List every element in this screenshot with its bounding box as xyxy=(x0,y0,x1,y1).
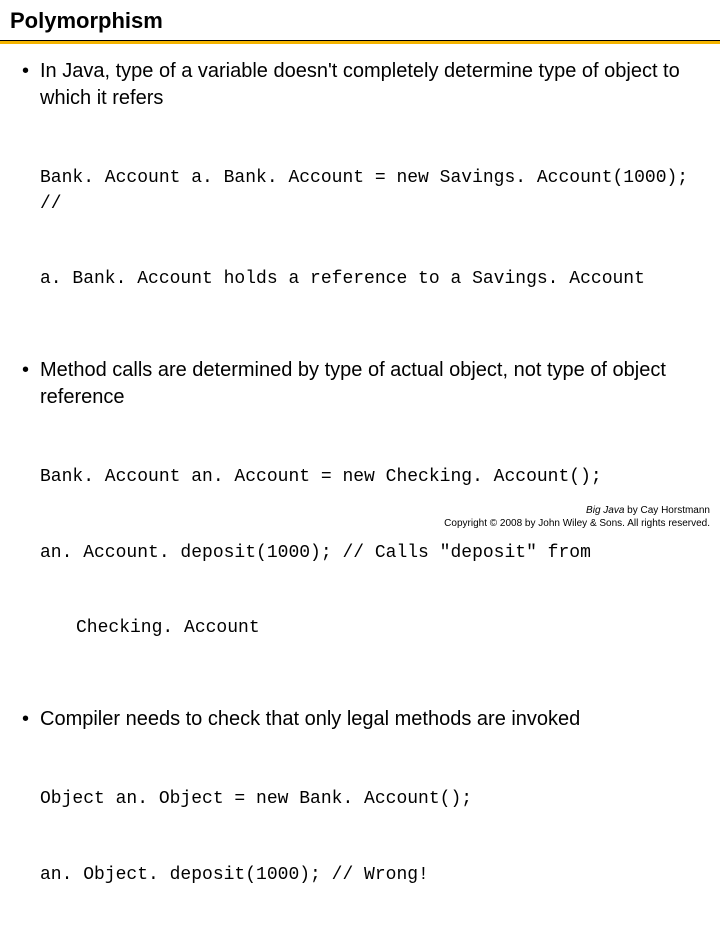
slide-title: Polymorphism xyxy=(0,0,720,40)
footer-author: by Cay Horstmann xyxy=(624,505,710,516)
bullet-item: • In Java, type of a variable doesn't co… xyxy=(22,58,698,112)
content-area: • In Java, type of a variable doesn't co… xyxy=(0,44,720,938)
bullet-text: Compiler needs to check that only legal … xyxy=(40,706,698,733)
footer-copyright: Copyright © 2008 by John Wiley & Sons. A… xyxy=(444,517,710,530)
code-line: a. Bank. Account holds a reference to a … xyxy=(40,267,698,292)
footer-line-1: Big Java by Cay Horstmann xyxy=(444,504,710,517)
code-line: Object an. Object = new Bank. Account(); xyxy=(40,787,698,812)
code-line: Bank. Account an. Account = new Checking… xyxy=(40,465,698,490)
code-block: Object an. Object = new Bank. Account();… xyxy=(40,737,698,938)
code-line: Bank. Account a. Bank. Account = new Sav… xyxy=(40,166,698,216)
footer: Big Java by Cay Horstmann Copyright © 20… xyxy=(444,504,710,530)
bullet-dot: • xyxy=(22,357,40,411)
code-line: an. Account. deposit(1000); // Calls "de… xyxy=(40,541,698,566)
code-line: Checking. Account xyxy=(40,616,698,641)
code-block: Bank. Account an. Account = new Checking… xyxy=(40,415,698,692)
book-title: Big Java xyxy=(586,505,624,516)
bullet-dot: • xyxy=(22,706,40,733)
bullet-text: Method calls are determined by type of a… xyxy=(40,357,698,411)
bullet-text: In Java, type of a variable doesn't comp… xyxy=(40,58,698,112)
bullet-item: • Compiler needs to check that only lega… xyxy=(22,706,698,733)
bullet-item: • Method calls are determined by type of… xyxy=(22,357,698,411)
bullet-dot: • xyxy=(22,58,40,112)
code-line: an. Object. deposit(1000); // Wrong! xyxy=(40,863,698,888)
code-block: Bank. Account a. Bank. Account = new Sav… xyxy=(40,116,698,343)
